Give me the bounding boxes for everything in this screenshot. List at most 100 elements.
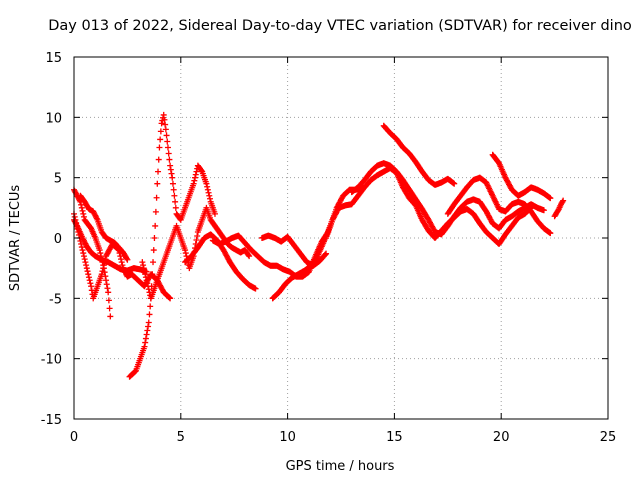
data-point [160, 111, 167, 118]
data-point [145, 319, 152, 326]
data-point [540, 207, 547, 214]
data-point [145, 286, 152, 293]
data-point [194, 232, 201, 239]
data-point [155, 168, 162, 175]
x-tick-label: 15 [386, 430, 403, 445]
data-point [166, 156, 173, 163]
data-point [163, 132, 170, 139]
y-tick-label: -15 [41, 413, 62, 428]
data-point [96, 247, 103, 254]
plot-points [71, 111, 567, 380]
data-point [147, 303, 154, 310]
series-track-14 [444, 174, 554, 237]
data-point [167, 166, 174, 173]
data-point [162, 121, 169, 128]
data-point [164, 138, 171, 145]
data-point [86, 277, 93, 284]
series-track-3 [71, 216, 150, 275]
data-point [193, 168, 200, 175]
data-point [164, 144, 171, 151]
data-point [103, 277, 110, 284]
data-point [167, 162, 174, 169]
data-point [560, 197, 567, 204]
y-tick-label: 5 [54, 172, 62, 187]
series-track-16 [551, 197, 567, 220]
data-point [154, 180, 161, 187]
data-point [204, 183, 211, 190]
data-point [166, 294, 173, 301]
data-point [84, 268, 91, 275]
y-tick-label: 15 [45, 51, 62, 66]
x-tick-label: 10 [279, 430, 296, 445]
data-point [124, 256, 131, 263]
data-point [123, 255, 130, 262]
data-point [205, 189, 212, 196]
x-tick-label: 5 [177, 430, 185, 445]
x-tick-label: 20 [493, 430, 510, 445]
data-point [80, 213, 87, 220]
data-point [170, 186, 177, 193]
data-point [80, 253, 87, 260]
data-point [156, 144, 163, 151]
data-point [83, 262, 90, 269]
data-point [145, 323, 152, 330]
data-point [79, 207, 86, 214]
series-track-5 [126, 111, 218, 380]
data-point [105, 289, 112, 296]
data-point [107, 313, 114, 320]
data-point [144, 280, 151, 287]
data-point [192, 171, 199, 178]
data-point [451, 180, 458, 187]
data-point [149, 271, 156, 278]
chart-title: Day 013 of 2022, Sidereal Day-to-day VTE… [48, 18, 632, 34]
data-point [88, 283, 95, 290]
data-point [191, 177, 198, 184]
data-point [87, 280, 94, 287]
x-tick-label: 0 [70, 430, 78, 445]
data-point [169, 180, 176, 187]
series-track-4 [77, 192, 131, 263]
data-point [211, 210, 218, 217]
data-point [144, 327, 151, 334]
series-track-13 [380, 122, 458, 188]
data-point [198, 167, 205, 174]
data-point [165, 150, 172, 157]
data-point [252, 285, 259, 292]
data-point [80, 210, 87, 217]
data-point [158, 120, 165, 127]
data-point [172, 198, 179, 205]
data-point [206, 192, 213, 199]
data-point [104, 285, 111, 292]
data-point [190, 180, 197, 187]
data-point [140, 262, 147, 269]
y-tick-label: -10 [41, 353, 62, 368]
x-axis-label: GPS time / hours [286, 459, 395, 474]
data-point [98, 271, 105, 278]
data-point [245, 252, 252, 259]
data-point [161, 116, 168, 123]
data-point [152, 222, 159, 229]
data-point [142, 339, 149, 346]
data-point [85, 271, 92, 278]
data-point [105, 297, 112, 304]
series-track-15 [489, 151, 554, 202]
data-point [97, 250, 104, 257]
data-point [117, 256, 124, 263]
data-point [150, 259, 157, 266]
data-point [83, 265, 90, 272]
data-point [106, 305, 113, 312]
data-point [143, 331, 150, 338]
data-point [152, 208, 159, 215]
data-point [82, 259, 89, 266]
data-point [157, 128, 164, 135]
data-point [168, 170, 175, 177]
data-point [142, 271, 149, 278]
data-point [139, 259, 146, 266]
data-point [80, 250, 87, 257]
data-point [146, 311, 153, 318]
data-point [157, 136, 164, 143]
data-point [79, 247, 86, 254]
data-point [142, 335, 149, 342]
data-point [204, 186, 211, 193]
